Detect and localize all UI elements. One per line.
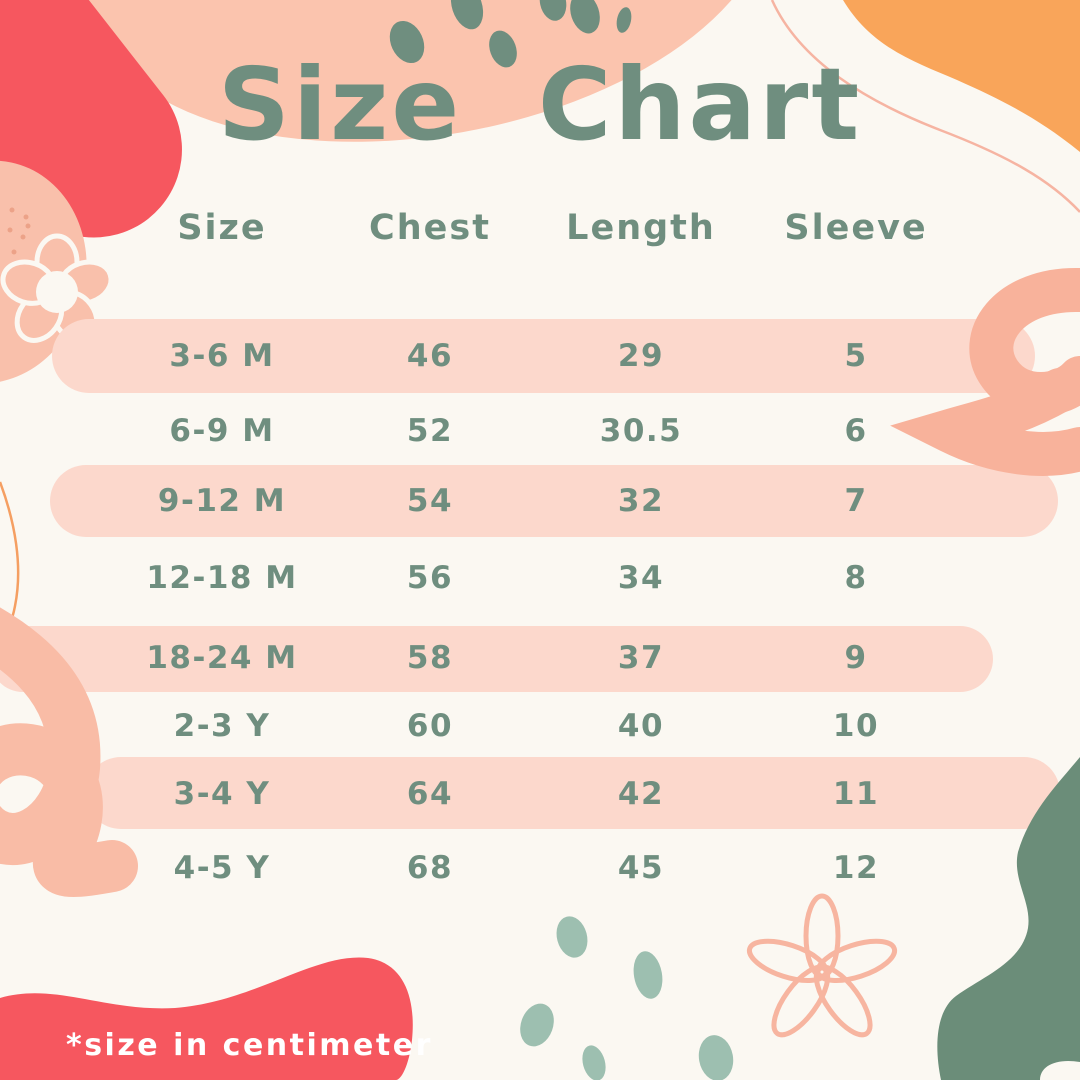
table-cell: 64: [406, 776, 454, 812]
table-cell: 32: [617, 483, 665, 519]
table-cell: 58: [406, 640, 454, 676]
table-cell: 54: [406, 483, 454, 519]
table-cell: 45: [617, 850, 665, 886]
table-cell: 52: [406, 413, 454, 449]
highlight-band: [85, 757, 1060, 829]
highlight-band: [50, 465, 1058, 537]
table-cell: 34: [617, 560, 665, 596]
header-cell: Size: [177, 208, 267, 248]
header-cell: Sleeve: [784, 208, 928, 248]
table-cell: 6-9 M: [169, 413, 275, 449]
table-cell: 4-5 Y: [173, 850, 271, 886]
table-cell: 6: [844, 413, 868, 449]
table-cell: 2-3 Y: [173, 708, 271, 744]
table-cell: 29: [617, 338, 665, 374]
table-cell: 7: [844, 483, 868, 519]
table-cell: 60: [406, 708, 454, 744]
header-cell: Chest: [369, 208, 491, 248]
table-cell: 46: [406, 338, 454, 374]
table-cell: 68: [406, 850, 454, 886]
highlight-band: [52, 319, 1035, 393]
table-cell: 37: [617, 640, 665, 676]
table-cell: 30.5: [599, 413, 683, 449]
table-cell: 9: [844, 640, 868, 676]
table-cell: 12-18 M: [146, 560, 298, 596]
table-cell: 8: [844, 560, 868, 596]
highlight-band: [0, 626, 993, 692]
table-cell: 9-12 M: [157, 483, 287, 519]
table-cell: 40: [617, 708, 665, 744]
table-cell: 56: [406, 560, 454, 596]
table-cell: 11: [832, 776, 880, 812]
table-cell: 3-6 M: [169, 338, 275, 374]
footnote: *size in centimeter: [66, 1028, 433, 1063]
table-cell: 5: [844, 338, 868, 374]
table-cell: 3-4 Y: [173, 776, 271, 812]
table-cell: 10: [832, 708, 880, 744]
table-cell: 18-24 M: [146, 640, 298, 676]
header-cell: Length: [566, 208, 716, 248]
table-cell: 12: [832, 850, 880, 886]
table-cell: 42: [617, 776, 665, 812]
